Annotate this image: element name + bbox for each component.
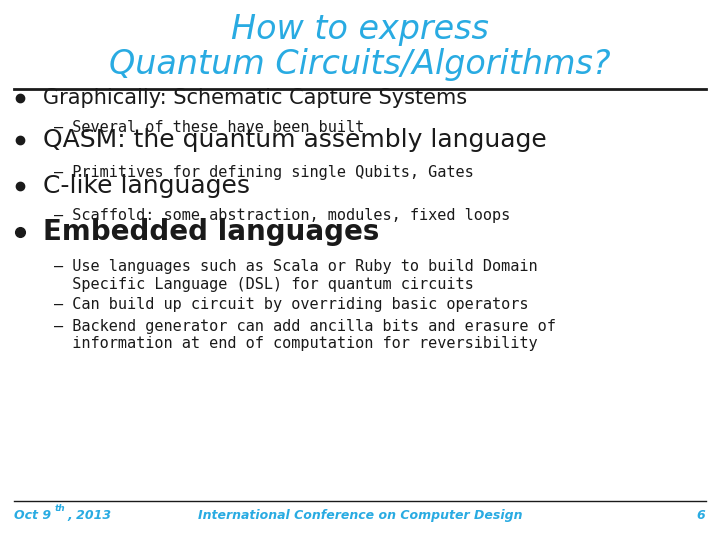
Text: – Can build up circuit by overriding basic operators: – Can build up circuit by overriding bas…: [54, 297, 528, 312]
Text: – Several of these have been built: – Several of these have been built: [54, 120, 364, 135]
Text: – Scaffold: some abstraction, modules, fixed loops: – Scaffold: some abstraction, modules, f…: [54, 208, 510, 223]
Text: International Conference on Computer Design: International Conference on Computer Des…: [198, 509, 522, 522]
Text: – Primitives for defining single Qubits, Gates: – Primitives for defining single Qubits,…: [54, 165, 474, 180]
Text: QASM: the quantum assembly language: QASM: the quantum assembly language: [43, 129, 547, 152]
Text: Quantum Circuits/Algorithms?: Quantum Circuits/Algorithms?: [109, 48, 611, 80]
Text: – Use languages such as Scala or Ruby to build Domain
  Specific Language (DSL) : – Use languages such as Scala or Ruby to…: [54, 259, 538, 292]
Text: Embedded languages: Embedded languages: [43, 218, 379, 246]
Text: C-like languages: C-like languages: [43, 174, 251, 198]
Text: , 2013: , 2013: [67, 509, 111, 522]
Text: – Backend generator can add ancilla bits and erasure of
  information at end of : – Backend generator can add ancilla bits…: [54, 319, 556, 351]
Text: th: th: [55, 504, 66, 514]
Text: Oct 9: Oct 9: [14, 509, 52, 522]
Text: Graphically: Schematic Capture Systems: Graphically: Schematic Capture Systems: [43, 88, 467, 109]
Text: 6: 6: [697, 509, 706, 522]
Text: How to express: How to express: [231, 14, 489, 46]
